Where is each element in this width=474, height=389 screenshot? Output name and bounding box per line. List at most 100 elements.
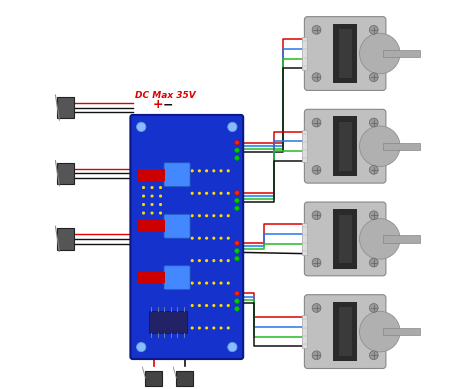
Circle shape [191, 259, 194, 262]
Circle shape [235, 148, 239, 152]
Circle shape [235, 256, 239, 261]
Circle shape [312, 73, 321, 82]
Circle shape [369, 118, 378, 127]
Circle shape [212, 214, 215, 217]
Circle shape [198, 282, 201, 285]
Circle shape [191, 304, 194, 307]
Circle shape [205, 237, 208, 240]
Circle shape [228, 342, 237, 352]
Circle shape [191, 192, 194, 195]
Circle shape [142, 212, 145, 215]
Circle shape [198, 326, 201, 329]
Circle shape [219, 326, 223, 329]
Bar [138, 272, 165, 284]
Circle shape [191, 282, 194, 285]
Circle shape [198, 259, 201, 262]
FancyBboxPatch shape [130, 115, 243, 359]
Circle shape [137, 342, 146, 352]
Text: DC Max 35V: DC Max 35V [135, 91, 196, 100]
Circle shape [235, 307, 239, 311]
Circle shape [198, 237, 201, 240]
Circle shape [227, 282, 230, 285]
Circle shape [235, 140, 239, 145]
Circle shape [312, 165, 321, 174]
Circle shape [212, 259, 215, 262]
FancyBboxPatch shape [304, 17, 386, 90]
Bar [338, 215, 352, 263]
Circle shape [227, 304, 230, 307]
Bar [57, 163, 73, 184]
Bar [383, 50, 420, 57]
Bar [138, 169, 165, 180]
Circle shape [198, 169, 201, 172]
Circle shape [205, 192, 208, 195]
Bar [333, 209, 357, 269]
Circle shape [235, 291, 239, 296]
Circle shape [369, 165, 378, 174]
Circle shape [191, 237, 194, 240]
Circle shape [150, 186, 154, 189]
Circle shape [369, 351, 378, 360]
Circle shape [219, 282, 223, 285]
Circle shape [219, 259, 223, 262]
Bar [333, 302, 357, 361]
Circle shape [212, 282, 215, 285]
Circle shape [159, 212, 162, 215]
Circle shape [219, 237, 223, 240]
FancyBboxPatch shape [164, 214, 190, 238]
Circle shape [198, 214, 201, 217]
Circle shape [227, 259, 230, 262]
Circle shape [212, 192, 215, 195]
Circle shape [235, 198, 239, 203]
Bar [149, 311, 187, 333]
Circle shape [142, 194, 145, 198]
FancyBboxPatch shape [164, 163, 190, 187]
Circle shape [312, 351, 321, 360]
Circle shape [312, 303, 321, 312]
Circle shape [212, 237, 215, 240]
Circle shape [359, 219, 400, 259]
Bar [138, 221, 165, 232]
Circle shape [159, 203, 162, 206]
FancyBboxPatch shape [164, 266, 190, 290]
Bar [383, 328, 420, 335]
Circle shape [235, 206, 239, 210]
Circle shape [312, 258, 321, 267]
Circle shape [159, 194, 162, 198]
Bar [302, 315, 308, 348]
Circle shape [205, 169, 208, 172]
Circle shape [212, 304, 215, 307]
Circle shape [369, 303, 378, 312]
Circle shape [227, 237, 230, 240]
Bar [57, 97, 73, 118]
Bar [383, 235, 420, 243]
Circle shape [205, 259, 208, 262]
Circle shape [205, 282, 208, 285]
Circle shape [212, 326, 215, 329]
Circle shape [227, 169, 230, 172]
Bar [333, 24, 357, 83]
Circle shape [227, 326, 230, 329]
Circle shape [205, 304, 208, 307]
FancyBboxPatch shape [304, 202, 386, 276]
Circle shape [235, 191, 239, 195]
Circle shape [235, 249, 239, 253]
Circle shape [142, 203, 145, 206]
FancyBboxPatch shape [304, 109, 386, 183]
Circle shape [312, 211, 321, 220]
Circle shape [219, 304, 223, 307]
Circle shape [219, 169, 223, 172]
Circle shape [227, 214, 230, 217]
Bar [383, 142, 420, 150]
Bar [176, 371, 193, 385]
Circle shape [191, 214, 194, 217]
FancyBboxPatch shape [304, 295, 386, 368]
Bar [57, 228, 73, 249]
Circle shape [150, 212, 154, 215]
Circle shape [198, 192, 201, 195]
Text: −: − [162, 98, 173, 111]
Circle shape [359, 33, 400, 74]
Circle shape [191, 326, 194, 329]
Circle shape [142, 186, 145, 189]
Circle shape [219, 192, 223, 195]
